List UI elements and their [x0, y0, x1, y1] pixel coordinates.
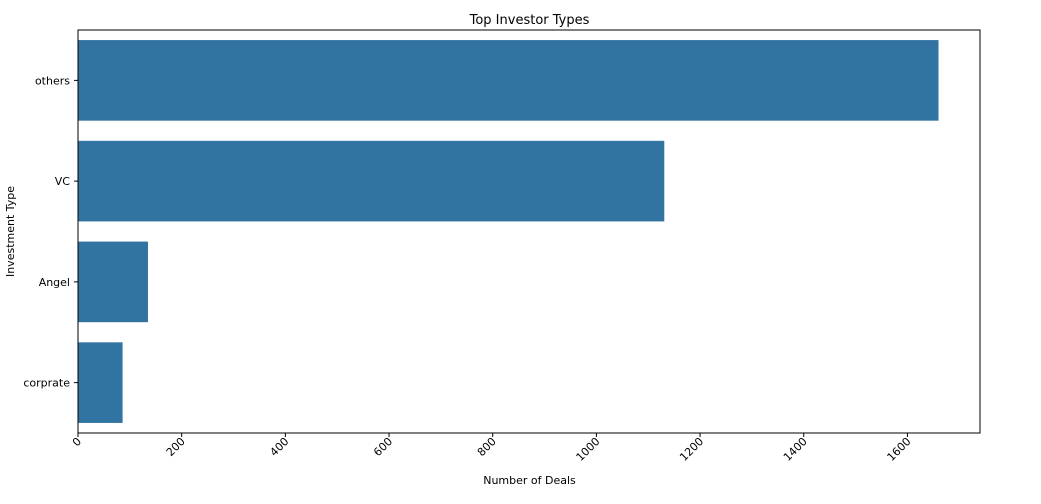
bar-others	[78, 40, 939, 121]
x-tick-label: 600	[371, 435, 395, 459]
x-tick-label: 1600	[885, 435, 914, 464]
bar-angel	[78, 241, 148, 323]
y-tick-label: VC	[55, 175, 71, 188]
x-tick-label: 800	[475, 435, 499, 459]
bar-corprate	[78, 342, 123, 423]
chart-title: Top Investor Types	[469, 13, 590, 28]
bars-layer	[78, 40, 939, 423]
x-tick-label: 1200	[677, 435, 706, 464]
y-axis-ticks: others VC Angel corprate	[23, 74, 78, 390]
x-axis-ticks: 0 200 400 600 800 1000 1200 1400 1600	[70, 433, 914, 464]
x-axis-label: Number of Deals	[483, 474, 576, 487]
x-tick-label: 0	[70, 435, 84, 449]
y-tick-label: Angel	[39, 276, 70, 289]
y-axis-label: Investment Type	[4, 186, 17, 277]
y-tick-label: corprate	[23, 377, 70, 390]
plot-frame	[77, 29, 981, 434]
x-tick-label: 1000	[574, 435, 603, 464]
x-tick-label: 400	[267, 435, 291, 459]
x-tick-label: 200	[164, 435, 188, 459]
y-tick-label: others	[35, 74, 70, 87]
bar-vc	[78, 140, 665, 222]
x-tick-label: 1400	[781, 435, 810, 464]
